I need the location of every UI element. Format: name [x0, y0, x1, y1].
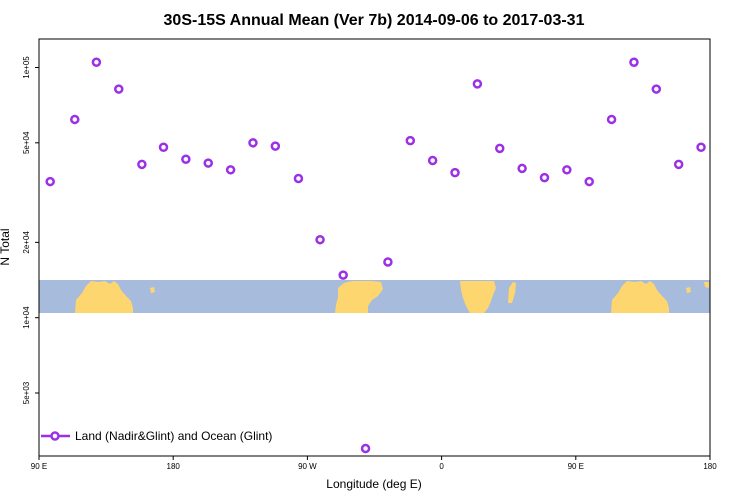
- data-point: [405, 135, 416, 146]
- x-axis-ticks: 90 E 180 90 W 0 90 E 180: [31, 456, 717, 471]
- land-madagascar-1: [508, 282, 516, 303]
- chart-title: 30S-15S Annual Mean (Ver 7b) 2014-09-06 …: [164, 12, 585, 29]
- data-point: [45, 176, 55, 187]
- data-points: [45, 57, 706, 454]
- plot-frame: [38, 38, 711, 457]
- data-point: [427, 155, 438, 166]
- x-tick-label: 180: [703, 462, 717, 471]
- land-africa-1: [460, 281, 496, 313]
- data-point: [225, 165, 236, 175]
- data-point: [181, 154, 191, 164]
- data-point: [70, 114, 80, 125]
- land-island-pacific-2: [686, 287, 691, 293]
- x-tick-label: 180: [167, 462, 181, 471]
- data-point: [158, 142, 169, 153]
- data-point: [517, 163, 527, 174]
- legend-label: Land (Nadir&Glint) and Ocean (Glint): [75, 429, 272, 443]
- data-point: [338, 270, 348, 280]
- data-point: [562, 165, 572, 175]
- data-point: [673, 159, 684, 170]
- land-island-east: [704, 282, 709, 288]
- data-point: [606, 114, 617, 125]
- data-point: [539, 172, 550, 183]
- y-tick-label: 1e+04: [22, 306, 31, 329]
- x-axis-label: Longitude (deg E): [326, 477, 421, 491]
- x-tick-label: 0: [439, 462, 444, 471]
- data-point: [203, 158, 213, 168]
- y-tick-label: 5e+04: [22, 131, 31, 154]
- x-tick-label: 90 W: [298, 462, 317, 471]
- data-point: [270, 141, 281, 151]
- data-point: [696, 142, 706, 153]
- data-point: [137, 159, 147, 170]
- data-point: [584, 176, 594, 187]
- world-map-strip: [39, 280, 710, 313]
- legend: Land (Nadir&Glint) and Ocean (Glint): [41, 429, 272, 443]
- y-tick-label: 5e+03: [22, 381, 31, 404]
- data-point: [360, 443, 371, 454]
- x-tick-label: 90 E: [568, 462, 584, 471]
- data-point: [450, 167, 460, 178]
- land-shapes: [75, 281, 709, 313]
- data-point: [495, 143, 505, 154]
- y-axis-ticks: 5e+03 1e+04 2e+04 5e+04 1e+05: [22, 56, 39, 404]
- land-australia-2: [611, 281, 669, 313]
- land-australia: [75, 281, 133, 313]
- y-tick-label: 2e+04: [22, 231, 31, 254]
- x-tick-label: 90 E: [31, 462, 47, 471]
- data-point: [651, 84, 662, 94]
- land-south-america-1: [335, 281, 383, 313]
- data-point: [114, 84, 124, 94]
- data-point: [472, 79, 483, 89]
- legend-point-marker: [50, 431, 60, 441]
- data-point: [315, 234, 325, 245]
- y-axis-label: N Total: [0, 228, 12, 265]
- y-tick-label: 1e+05: [22, 56, 31, 79]
- data-point: [91, 57, 102, 67]
- data-point: [383, 257, 393, 267]
- land-island-pacific-1: [150, 287, 155, 293]
- data-point: [248, 138, 258, 148]
- data-point: [293, 173, 304, 184]
- data-point: [629, 57, 639, 67]
